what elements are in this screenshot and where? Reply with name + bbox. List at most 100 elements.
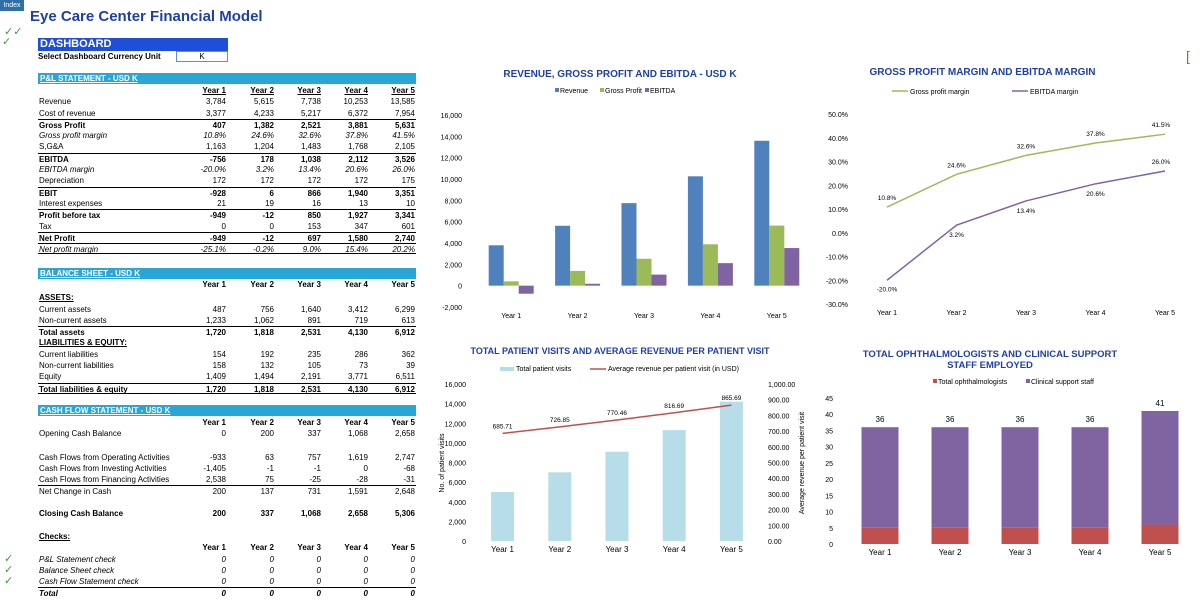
cell-value: 1,591 (347, 487, 368, 497)
y-tick-label: 16,000 (441, 113, 463, 120)
data-label: 36 (876, 415, 885, 424)
cell-value: 5,631 (394, 120, 415, 130)
row-label: Cash Flow Statement check (39, 577, 139, 587)
cell-value: 0 (221, 554, 226, 564)
cell-value: 3,771 (347, 372, 368, 382)
table-row: Revenue 3,784 5,615 7,738 10,253 13,585 (38, 96, 416, 107)
cell-value: 10,253 (343, 97, 368, 107)
cell-value: 5,615 (253, 97, 274, 107)
cell-value: 20.2% (392, 245, 415, 255)
y-tick-label: 6,000 (444, 220, 462, 227)
cell-value: 7,738 (300, 97, 321, 107)
legend-swatch (500, 367, 514, 371)
margin-chart: -30.0% -20.0% -10.0% 0.0% 10.0% 20.0% 30.0% 40.… (826, 89, 1175, 317)
x-tick-label: Year 3 (634, 313, 654, 320)
year-header: Year 4 (344, 86, 368, 95)
cell-value: 5,306 (394, 508, 415, 518)
cf-section-header: CASH FLOW STATEMENT - USD K (38, 405, 416, 416)
cell-value: 0 (269, 554, 274, 564)
cell-value: 39 (406, 361, 415, 371)
table-row: Gross Profit 407 1,382 2,521 3,881 5,631 (38, 118, 416, 130)
cell-value: 200 (212, 508, 226, 518)
checkmark-icon: ✓ (4, 575, 14, 587)
table-row: Non-current assets 1,233 1,062 891 719 613 (38, 315, 416, 326)
y-tick-label: -2,000 (442, 305, 462, 312)
cell-value: 0 (221, 565, 226, 575)
bar (548, 472, 572, 541)
x-tick-label: Year 3 (606, 545, 629, 554)
cell-value: 6,912 (394, 384, 415, 394)
currency-select[interactable]: K (176, 51, 228, 62)
cell-value: -0.2% (253, 245, 274, 255)
y-tick-label: 2,000 (444, 262, 462, 269)
cell-value: 154 (212, 349, 226, 359)
table-row: Interest expenses 21 19 16 13 10 (38, 198, 416, 209)
cell-value: 1,483 (300, 142, 321, 152)
y-tick-label: -30.0% (826, 302, 848, 309)
table-row: Net Profit -949 -12 697 1,580 2,740 (38, 231, 416, 243)
y2-tick-label: 800.00 (768, 413, 790, 420)
bar (503, 281, 519, 286)
y-tick-label: 15 (825, 493, 833, 500)
y2-tick-label: 500.00 (768, 461, 790, 468)
cell-value: 37.8% (345, 131, 368, 141)
cell-value: 2,531 (300, 328, 321, 338)
cell-value: 2,658 (347, 508, 368, 518)
y2-tick-label: 400.00 (768, 476, 790, 483)
table-row: EBITDA margin -20.0% 3.2% 13.4% 20.6% 26.0% (38, 164, 416, 175)
year-header: Year 5 (391, 418, 415, 427)
x-tick-label: Year 4 (1079, 548, 1102, 557)
series-line (502, 404, 732, 435)
bar (651, 274, 667, 286)
data-label: 13.4% (1017, 208, 1036, 215)
x-tick-label: Year 2 (548, 545, 571, 554)
legend-label: Total ophthalmologists (938, 379, 1008, 386)
cell-value: 866 (307, 188, 321, 198)
y2-tick-label: 600.00 (768, 445, 790, 452)
bar (769, 225, 785, 286)
y2-axis-label: Average revenue per patient visit (799, 412, 806, 514)
row-label: EBITDA (39, 154, 69, 164)
cell-value: 0 (410, 554, 415, 564)
row-label: S,G&A (39, 142, 64, 152)
row-label: Non-current assets (39, 315, 107, 325)
row-label: Cash Flows from Financing Activities (39, 475, 170, 485)
y-tick-label: 0.0% (832, 231, 848, 238)
table-row: Gross profit margin 10.8% 24.6% 32.6% 37.8% 4… (38, 130, 416, 141)
cell-value: 6,299 (394, 304, 415, 314)
pl-section-header: P&L STATEMENT - USD K (38, 73, 416, 84)
bar (1071, 427, 1109, 528)
data-label: 24.6% (947, 162, 966, 169)
cell-value: 337 (260, 508, 274, 518)
cell-value: -756 (209, 154, 226, 164)
cell-value: 172 (307, 176, 321, 186)
y2-tick-label: 700.00 (768, 429, 790, 436)
y-tick-label: -10.0% (826, 255, 848, 262)
bar (662, 430, 686, 541)
cell-value: 10.8% (203, 131, 226, 141)
cell-value: -31 (403, 475, 415, 485)
bar (636, 258, 652, 286)
cell-value: 3.2% (255, 165, 274, 175)
table-row: EBIT -928 6 866 1,940 3,351 (38, 186, 416, 198)
year-header: Year 3 (297, 86, 321, 95)
series-line (886, 133, 1166, 208)
y-tick-label: 0 (462, 539, 466, 546)
bar (570, 270, 586, 286)
index-tab[interactable]: Index (0, 0, 24, 11)
cell-value: 7,954 (394, 108, 415, 118)
x-tick-label: Year 2 (939, 548, 962, 557)
row-label: Net profit margin (39, 245, 99, 255)
table-row: Equity 1,409 1,494 2,191 3,771 6,511 (38, 371, 416, 382)
row-label: Balance Sheet check (39, 565, 115, 575)
cell-value: 13.4% (298, 165, 321, 175)
cell-value: 105 (307, 361, 321, 371)
cell-value: 3,351 (394, 188, 415, 198)
cell-value: 2,531 (300, 384, 321, 394)
row-label: P&L Statement check (39, 554, 116, 564)
legend-swatch (1026, 379, 1030, 383)
y-tick-label: -20.0% (826, 278, 848, 285)
y-tick-label: 20 (825, 477, 833, 484)
bar (1001, 527, 1039, 544)
legend-swatch (600, 88, 604, 92)
